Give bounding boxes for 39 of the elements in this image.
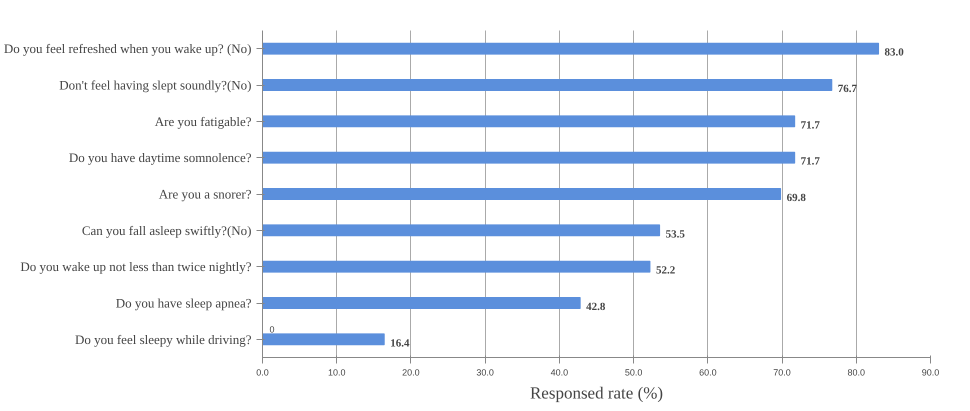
y-tick-label: Can you fall asleep swiftly?(No) [82, 222, 252, 238]
bar [262, 79, 832, 91]
y-tick-label: Don't feel having slept soundly?(No) [59, 78, 252, 92]
y-tick-label: Are you a snorer? [158, 186, 252, 202]
data-label: 71.7 [800, 156, 820, 168]
y-tick-label: Do you have daytime somnolence? [68, 150, 252, 166]
data-label: 69.8 [786, 192, 806, 204]
data-label: 16.4 [390, 337, 410, 350]
bar [262, 333, 385, 346]
data-label: 83.0 [884, 46, 904, 59]
y-tick-label: Do you have sleep apnea? [116, 296, 252, 310]
data-label: 76.7 [838, 83, 858, 95]
x-tick-label: 30.0 [476, 368, 494, 378]
bar [262, 115, 796, 128]
bar [262, 224, 660, 236]
x-tick-label: 10.0 [328, 368, 346, 378]
x-axis-title: Responsed rate (%) [530, 384, 664, 402]
data-label: 52.2 [656, 264, 676, 277]
y-tick-label: Do you wake up not less than twice nightly? [20, 259, 252, 274]
bar [262, 297, 581, 309]
annotation: 0 [270, 324, 275, 334]
data-label: 71.7 [800, 119, 820, 132]
x-tick-label: 40.0 [550, 368, 568, 378]
bar [262, 42, 880, 55]
x-tick-label: 80.0 [848, 368, 866, 378]
x-tick-label: 0.0 [256, 368, 269, 378]
bar [262, 260, 650, 273]
y-tick-label: Do you feel sleepy while driving? [74, 332, 252, 347]
x-tick-label: 60.0 [699, 368, 717, 378]
bar [262, 188, 782, 200]
y-tick-label: Do you feel refreshed when you wake up? (No) [4, 41, 252, 56]
bar [262, 152, 796, 164]
data-label: 53.5 [666, 228, 686, 240]
x-tick-label: 20.0 [402, 368, 420, 378]
data-label: 42.8 [586, 301, 606, 313]
x-tick-label: 90.0 [922, 368, 940, 378]
y-tick-label: Are you fatigable? [154, 114, 252, 129]
x-tick-label: 50.0 [624, 368, 642, 378]
x-tick-label: 70.0 [773, 368, 791, 378]
